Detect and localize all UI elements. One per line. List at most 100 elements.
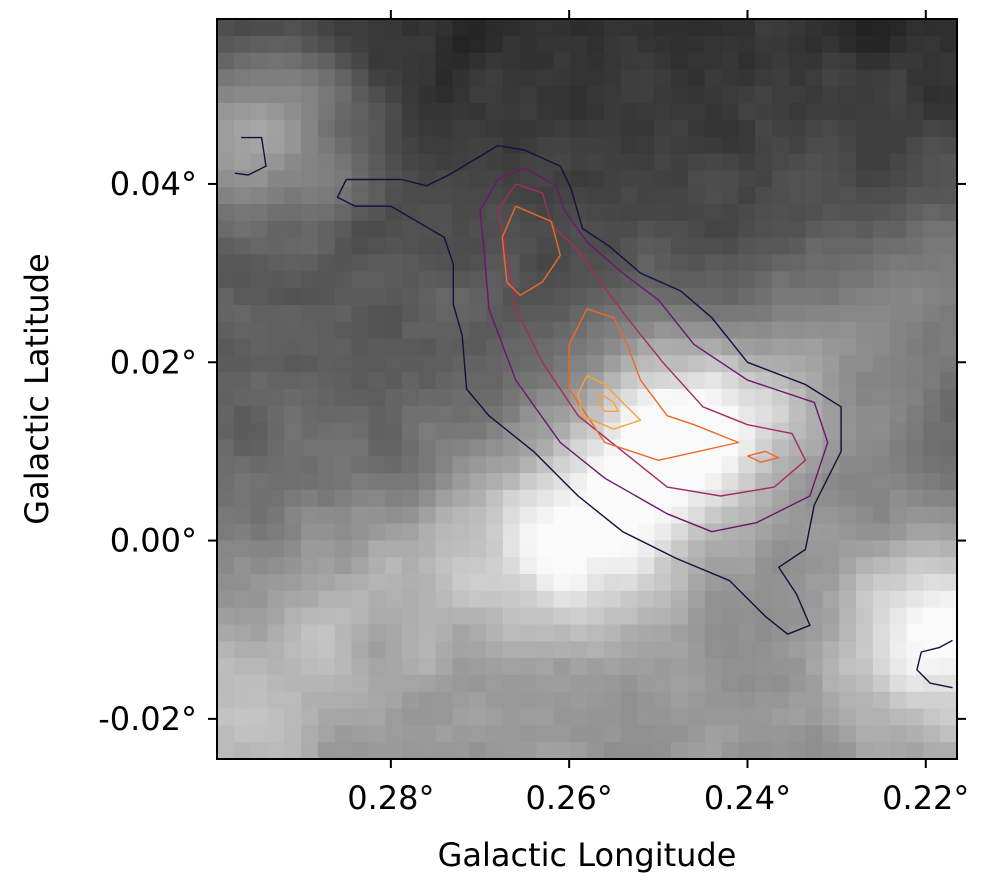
image-pixel [872,103,891,121]
image-pixel [788,187,807,205]
image-pixel [603,237,622,256]
image-pixel [889,19,908,37]
image-pixel [385,540,403,558]
image-pixel [637,691,655,710]
image-pixel [654,35,672,54]
image-pixel [553,439,571,457]
image-pixel [822,372,840,390]
image-pixel [872,506,891,525]
image-pixel [536,624,554,642]
image-pixel [687,674,706,693]
image-pixel [772,35,790,54]
image-pixel [351,473,369,491]
image-pixel [940,136,957,155]
image-pixel [250,708,269,726]
image-pixel [317,422,336,441]
image-pixel [721,254,739,272]
image-pixel [839,170,857,188]
image-pixel [402,288,420,306]
image-pixel [839,489,857,508]
image-pixel [452,69,470,87]
image-pixel [570,439,588,457]
image-pixel [284,523,302,541]
image-pixel [772,153,790,171]
image-pixel [502,103,521,121]
image-pixel [671,86,689,104]
image-pixel [755,489,773,508]
image-pixel [217,691,235,710]
image-pixel [923,153,941,171]
image-pixel [536,456,554,474]
image-pixel [805,742,824,759]
image-pixel [250,304,269,323]
image-pixel [486,742,504,759]
image-pixel [755,658,773,676]
image-pixel [772,641,790,659]
image-pixel [452,204,470,222]
image-pixel [553,338,571,356]
image-pixel [385,708,403,726]
image-pixel [553,119,571,138]
image-pixel [519,641,538,659]
image-pixel [435,489,454,508]
image-pixel [402,35,420,54]
image-pixel [368,271,386,289]
image-pixel [755,355,773,373]
image-pixel [721,473,739,491]
image-pixel [772,489,790,508]
image-pixel [671,153,689,171]
image-pixel [418,725,437,743]
image-pixel [587,204,605,222]
image-pixel [233,153,252,171]
image-pixel [217,271,235,289]
image-pixel [923,220,941,239]
image-pixel [301,641,319,659]
image-pixel [317,170,336,188]
image-pixel [822,607,840,626]
image-pixel [284,86,302,104]
image-pixel [452,641,470,659]
image-pixel [654,725,672,743]
image-pixel [856,473,874,491]
image-pixel [418,19,437,37]
image-pixel [738,86,756,104]
image-pixel [217,725,235,743]
image-pixel [469,607,487,626]
image-pixel [301,489,319,508]
image-pixel [687,389,706,407]
image-pixel [671,742,689,759]
image-pixel [805,641,824,659]
image-pixel [402,204,420,222]
image-pixel [469,708,487,726]
image-pixel [603,658,622,676]
image-pixel [872,237,891,256]
image-pixel [553,742,571,759]
image-pixel [536,187,554,205]
image-pixel [351,86,369,104]
image-pixel [334,557,353,575]
image-pixel [738,103,756,121]
image-pixel [923,473,941,491]
image-pixel [856,624,874,642]
image-pixel [317,288,336,306]
image-pixel [906,624,924,642]
image-pixel [385,86,403,104]
image-pixel [267,271,285,289]
image-pixel [267,691,285,710]
image-pixel [486,557,504,575]
image-pixel [351,237,369,256]
image-pixel [856,304,874,323]
image-pixel [587,136,605,155]
image-pixel [536,674,554,693]
image-pixel [486,422,504,441]
image-pixel [553,372,571,390]
image-pixel [486,271,504,289]
image-pixel [738,220,756,239]
image-pixel [721,355,739,373]
image-pixel [536,641,554,659]
image-pixel [402,658,420,676]
image-pixel [788,708,807,726]
image-pixel [502,52,521,71]
image-pixel [620,624,639,642]
image-pixel [317,708,336,726]
